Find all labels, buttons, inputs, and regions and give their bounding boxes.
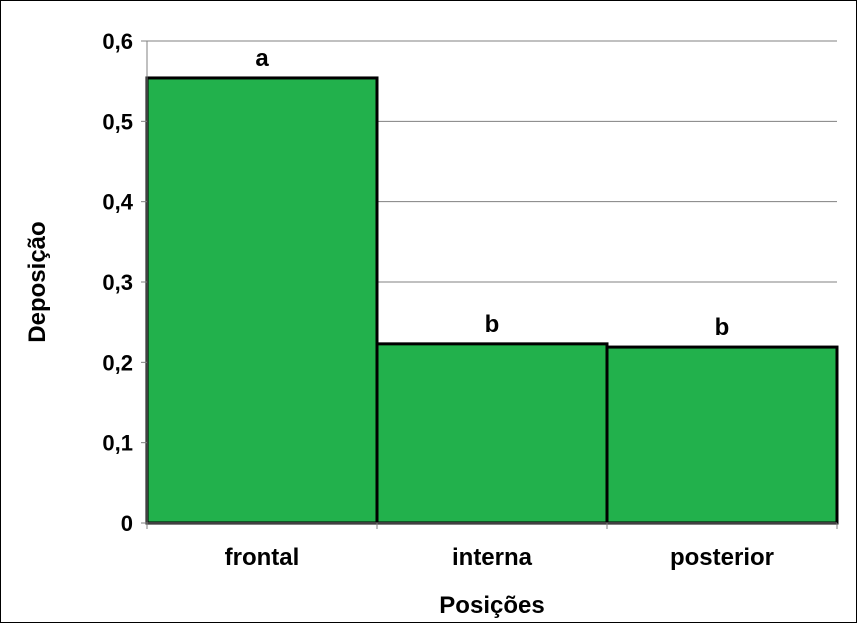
x-tick-labels: frontal interna posterior bbox=[146, 523, 838, 571]
y-tick-labels: 0 0,1 0,2 0,3 0,4 0,5 0,6 bbox=[102, 29, 147, 536]
x-tick-label-interna: interna bbox=[452, 544, 533, 571]
x-tick-label-posterior: posterior bbox=[670, 544, 774, 571]
bar-frontal bbox=[145, 76, 379, 525]
x-tick-label-frontal: frontal bbox=[225, 544, 300, 571]
bar-labels: a b b bbox=[255, 45, 729, 341]
y-tick-label-4: 0,4 bbox=[102, 190, 133, 215]
y-axis-title: Deposição bbox=[24, 221, 51, 342]
bar-label-posterior: b bbox=[715, 314, 730, 341]
y-tick-label-0: 0 bbox=[121, 511, 133, 536]
bar-interna bbox=[375, 342, 609, 525]
bar-label-frontal: a bbox=[255, 45, 269, 72]
y-tick-label-6: 0,6 bbox=[102, 29, 133, 54]
y-tick-label-3: 0,3 bbox=[102, 270, 133, 295]
y-tick-label-1: 0,1 bbox=[102, 431, 133, 456]
x-axis-title: Posições bbox=[439, 592, 544, 619]
bar-label-interna: b bbox=[485, 311, 500, 338]
y-tick-label-5: 0,5 bbox=[102, 109, 133, 134]
y-tick-label-2: 0,2 bbox=[102, 350, 133, 375]
bar-posterior bbox=[605, 345, 839, 525]
bars bbox=[145, 76, 839, 525]
